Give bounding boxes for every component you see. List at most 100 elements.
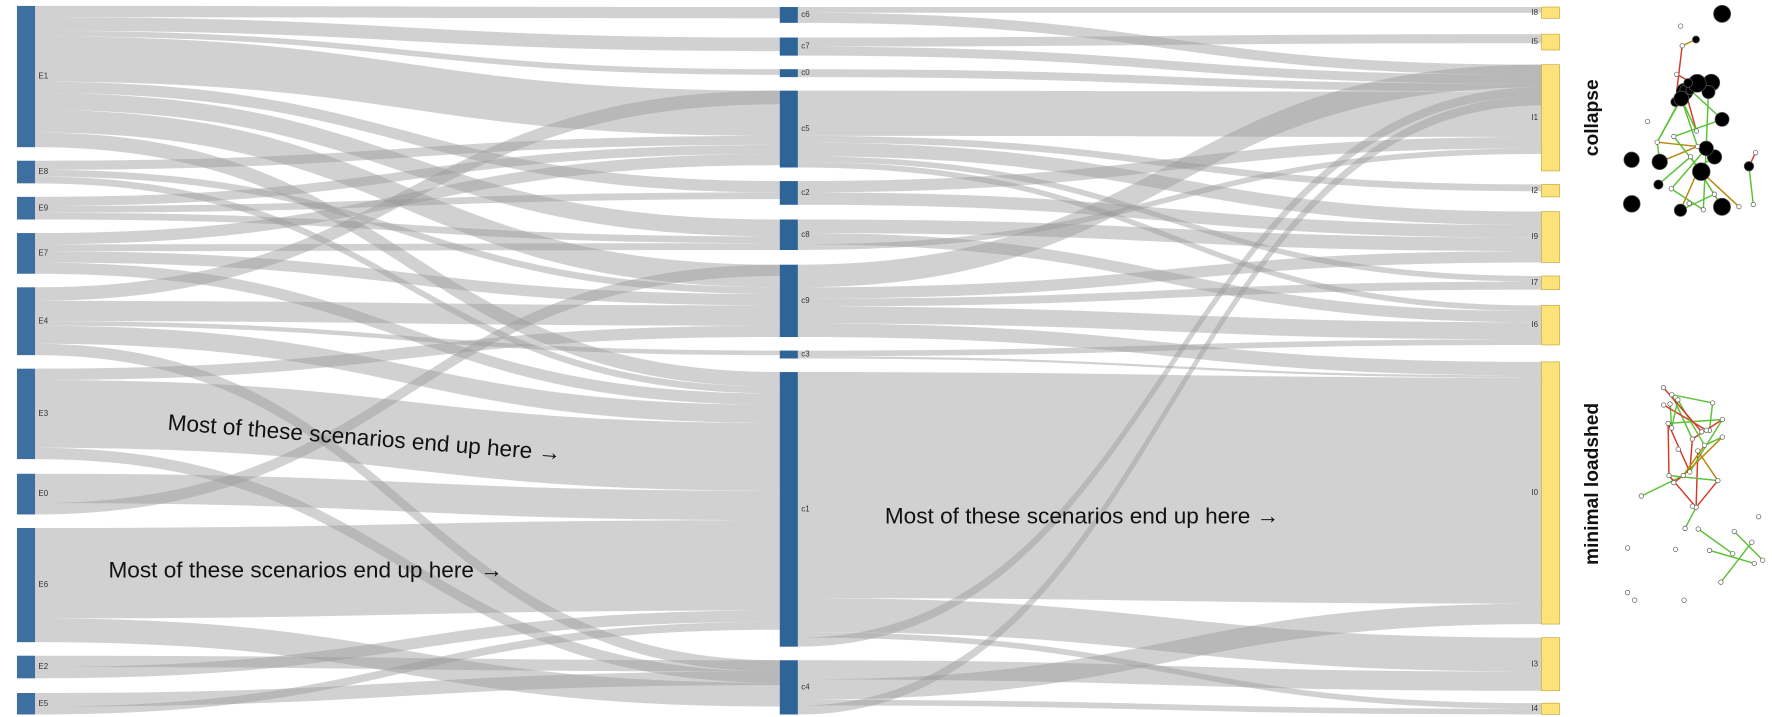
link xyxy=(797,148,1542,251)
network-edge xyxy=(1708,402,1714,431)
node xyxy=(779,264,798,338)
network-node xyxy=(1711,191,1717,197)
link xyxy=(797,12,1542,75)
link xyxy=(797,135,1542,192)
network-node xyxy=(1693,128,1700,134)
link xyxy=(35,132,780,387)
link xyxy=(35,5,780,19)
node-label: E5 xyxy=(38,699,48,708)
node xyxy=(16,233,36,274)
link xyxy=(797,323,1542,376)
link xyxy=(797,660,1542,691)
network-edge xyxy=(1733,530,1764,561)
network-node xyxy=(1668,186,1674,192)
link xyxy=(35,610,780,679)
network-node xyxy=(1653,179,1664,190)
link xyxy=(797,281,1542,307)
node-label: I7 xyxy=(1531,278,1538,287)
node-label: E2 xyxy=(38,662,48,671)
node xyxy=(779,350,798,359)
link xyxy=(797,46,1542,84)
link xyxy=(35,251,780,306)
node xyxy=(779,90,798,168)
node-label: c1 xyxy=(801,504,810,513)
node-label: c4 xyxy=(801,682,810,691)
node xyxy=(1541,6,1560,19)
link xyxy=(35,473,780,521)
network-edge xyxy=(1663,404,1707,431)
network-edge xyxy=(1641,474,1684,497)
network-node xyxy=(1719,416,1726,423)
network-node xyxy=(1715,477,1721,484)
link xyxy=(797,372,1542,604)
link xyxy=(35,135,780,170)
network-edge xyxy=(1705,92,1710,149)
link xyxy=(35,169,780,295)
network-drawings xyxy=(1623,4,1766,603)
network-node xyxy=(1678,23,1684,29)
link xyxy=(35,192,780,213)
node-label: I9 xyxy=(1531,232,1538,241)
network-edge xyxy=(1697,528,1734,555)
link xyxy=(797,192,1542,238)
network-edge xyxy=(1695,480,1719,508)
node-label: E0 xyxy=(38,489,48,498)
network-node xyxy=(1743,161,1755,172)
node xyxy=(779,660,798,715)
network-edge xyxy=(1709,549,1755,565)
network-node xyxy=(1692,162,1711,181)
link xyxy=(35,36,780,136)
link xyxy=(797,699,1542,715)
node xyxy=(16,693,36,715)
network-node xyxy=(1713,4,1732,23)
link xyxy=(797,90,1542,137)
link xyxy=(35,671,780,707)
network-node xyxy=(1683,78,1693,88)
link xyxy=(797,339,1542,357)
node xyxy=(16,196,36,220)
link xyxy=(797,137,1542,193)
link xyxy=(35,144,780,206)
network-node xyxy=(1673,90,1690,107)
network-node xyxy=(1686,200,1692,206)
link xyxy=(797,34,1542,47)
network-node xyxy=(1756,514,1762,520)
network-node xyxy=(1666,472,1672,479)
network-edge xyxy=(1671,393,1713,404)
node xyxy=(1541,33,1560,51)
node xyxy=(779,69,798,78)
node xyxy=(1541,305,1560,346)
network-edge xyxy=(1657,156,1692,186)
link xyxy=(35,90,780,301)
link xyxy=(35,264,780,515)
network-node xyxy=(1736,204,1742,210)
network-node xyxy=(1674,71,1680,77)
network-node xyxy=(1694,143,1701,150)
link xyxy=(35,243,780,252)
node-label: c9 xyxy=(801,296,810,305)
link xyxy=(797,161,1542,312)
network-node xyxy=(1679,43,1685,49)
node-label: c3 xyxy=(801,350,810,359)
network-node xyxy=(1749,539,1755,545)
network-node xyxy=(1730,551,1736,557)
node-label: E3 xyxy=(38,409,48,418)
link xyxy=(35,325,780,423)
link xyxy=(797,603,1542,700)
node xyxy=(1541,211,1560,263)
node-label: I5 xyxy=(1531,37,1538,46)
node-label: c0 xyxy=(801,68,810,77)
node xyxy=(779,372,798,647)
node xyxy=(16,528,36,643)
network-node xyxy=(1710,400,1716,406)
network-edge xyxy=(1704,436,1723,446)
node-label: I3 xyxy=(1531,659,1538,668)
annotation: Most of these scenarios end up here → xyxy=(108,558,502,583)
node-label: c2 xyxy=(801,188,809,197)
node xyxy=(16,473,36,515)
link xyxy=(35,325,780,380)
node xyxy=(779,7,798,23)
node xyxy=(1541,275,1560,290)
network-node xyxy=(1654,139,1660,145)
